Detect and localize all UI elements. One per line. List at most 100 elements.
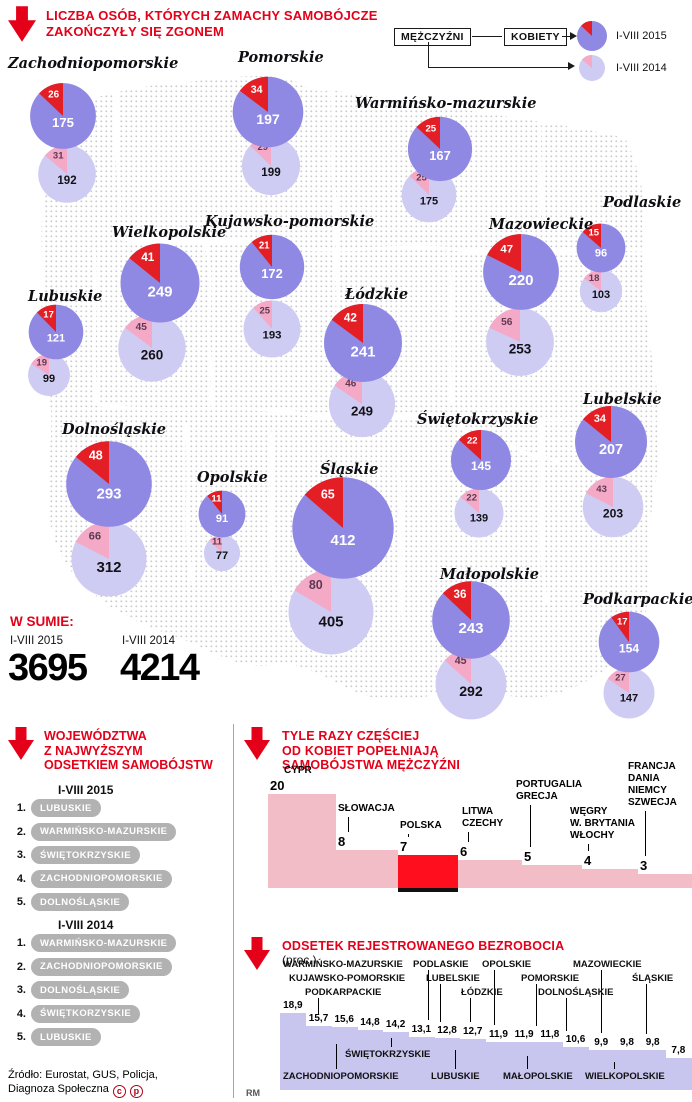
legend-sample-wedge <box>581 21 592 36</box>
ratio-chart-title: TYLE RAZY CZĘŚCIEJ OD KOBIET POPEŁNIAJĄ … <box>282 729 502 773</box>
ratio-title-line3: SAMOBÓJSTWA MĘŻCZYŹNI <box>282 758 461 772</box>
ratio-bar-w-gry <box>582 869 638 888</box>
unemp-bar-lubuskie <box>511 1041 538 1090</box>
pie-2015-kujawsko-pomorskie-women-value: 21 <box>259 241 270 252</box>
connector-line <box>566 998 567 1031</box>
ranking-region-pill: LUBUSKIE <box>31 799 101 817</box>
unemp-value-pomorskie: 11,8 <box>540 1029 560 1041</box>
legend-connector <box>562 36 570 38</box>
ratio-title-line1: TYLE RAZY CZĘŚCIEJ <box>282 729 420 743</box>
ranking-item: 3. DOLNOŚLĄSKIE <box>8 981 232 999</box>
unemp-value-dolno-l-skie: 10,6 <box>565 1034 586 1046</box>
region-label-podkarpackie: Podkarpackie <box>582 591 692 608</box>
source-note: Źródło: Eurostat, GUS, Policja, Diagnoza… <box>8 1068 158 1098</box>
unemp-bar-podlaskie <box>408 1036 435 1090</box>
pie-2014-lubuskie-women-wedge <box>31 354 49 375</box>
pie-2014-zachodniopomorskie: 31 192 <box>38 145 96 203</box>
pie-2015-kujawsko-pomorskie-women-wedge <box>251 234 272 267</box>
connector-line <box>494 970 495 1025</box>
connector-line <box>408 834 409 838</box>
pie-2015-pomorskie-men-value: 197 <box>256 111 280 127</box>
ranking-item: 5. DOLNOŚLĄSKIE <box>8 893 232 911</box>
ranking-rank: 3. <box>16 984 26 996</box>
unemp-value-wielkopolskie: 7,8 <box>671 1045 686 1057</box>
ranking-rank: 3. <box>16 849 26 861</box>
pie-2014-wielkopolskie-women-wedge <box>125 314 152 348</box>
pie-2015--wi-tokrzyskie-women-value: 22 <box>467 436 478 447</box>
phonogram-icon: p <box>129 1085 143 1098</box>
ratio-label-s-owacja: SŁOWACJA <box>338 803 395 814</box>
page-title-line2: ZAKOŃCZYŁY SIĘ ZGONEM <box>46 24 225 39</box>
ranking-region-pill: ŚWIĘTOKRZYSKIE <box>31 846 140 864</box>
rankings-title-line1: WOJEWÓDZTWA <box>44 729 147 743</box>
pie-2015-ma-opolskie-men-value: 243 <box>458 620 483 637</box>
totals-period-2014: I-VIII 2014 <box>122 635 176 647</box>
totals-heading: W SUMIE: <box>10 614 74 629</box>
pie-2014-lubuskie-men-value: 99 <box>43 373 55 385</box>
ranking-period-2015: I-VIII 2015 <box>58 783 114 797</box>
rankings-title-line3: ODSETKIEM SAMOBÓJSTW <box>44 758 213 772</box>
pie-2015-lubuskie: 17 121 <box>28 304 84 360</box>
ratio-label-polska: POLSKA <box>400 820 442 831</box>
unemp-label-opolskie: OPOLSKIE <box>482 959 532 970</box>
pie-2015-mazowieckie-men-value: 220 <box>508 272 533 289</box>
pie-2014-lubelskie-men-value: 203 <box>603 506 623 520</box>
unemp-value--wi-tokrzyskie: 14,2 <box>385 1019 406 1031</box>
ranking-region-pill: WARMIŃSKO-MAZURSKIE <box>31 822 177 841</box>
pie-2015-podlaskie-women-value: 15 <box>589 228 600 239</box>
ranking-item: 5. LUBUSKIE <box>8 1028 232 1046</box>
unemp-value-kujawsko-pomorskie: 15,7 <box>308 1013 329 1025</box>
pie-2014-mazowieckie-women-value: 56 <box>501 317 513 328</box>
ranking-rank: 2. <box>16 825 26 838</box>
unemp-label--l-skie: ŚLĄSKIE <box>632 973 674 984</box>
voivodeship-borders <box>92 88 657 624</box>
totals-period-2015: I-VIII 2015 <box>10 635 64 647</box>
pie-2014-podkarpackie-women-value: 27 <box>615 672 626 683</box>
region-label-kujawsko-pomorskie: Kujawsko-pomorskie <box>204 213 374 230</box>
ranking-rank: 2. <box>16 960 26 973</box>
pie-2014-lubelskie-women-wedge <box>586 476 613 507</box>
pie-2015--dzkie: 42 241 <box>324 304 402 382</box>
legend-connector <box>428 66 568 68</box>
pie-2014-kujawsko-pomorskie-men-value: 193 <box>262 330 281 342</box>
pie-2014-dolno-l-skie: 66 312 <box>71 521 147 597</box>
pie-2015-pomorskie: 34 197 <box>232 76 304 148</box>
pie-2015-ma-opolskie-women-wedge <box>442 581 471 620</box>
pie-2015-lubelskie-men-value: 207 <box>599 442 623 458</box>
ranking-rank: 1. <box>16 937 26 949</box>
ranking-item: 2. WARMIŃSKO-MAZURSKIE <box>8 822 232 841</box>
ranking-period-2014: I-VIII 2014 <box>58 918 114 932</box>
region-label-podlaskie: Podlaskie <box>602 194 681 211</box>
totals-block: W SUMIE: I-VIII 2015 I-VIII 2014 3695 42… <box>8 614 238 706</box>
ranking-item: 1. LUBUSKIE <box>8 799 232 817</box>
ranking-region-pill: WARMIŃSKO-MAZURSKIE <box>31 934 177 952</box>
region-label--l-skie: Śląskie <box>320 460 378 478</box>
connector-line <box>440 984 441 1022</box>
pie-2014-ma-opolskie-women-value: 45 <box>455 655 467 667</box>
region-label--wi-tokrzyskie: Świętokrzyskie <box>417 410 538 428</box>
connector-line <box>348 817 349 833</box>
ranking-region-pill: ZACHODNIOPOMORSKIE <box>31 957 172 976</box>
unemp-label-podkarpackie: PODKARPACKIE <box>305 987 382 998</box>
connector-line <box>614 1062 615 1069</box>
pie-2015-opolskie-women-value: 11 <box>211 494 222 505</box>
ratio-bar-cypr <box>268 794 336 888</box>
ratio-value-w-gry: 4 <box>584 853 592 869</box>
unemployment-chart-subtitle: (proc.) <box>282 953 317 967</box>
credit-initials: RM <box>246 1088 260 1098</box>
unemp-label-kujawsko-pomorskie: KUJAWSKO-POMORSKIE <box>289 973 406 984</box>
pie-2014-opolskie-men-value: 77 <box>216 550 228 562</box>
ratio-bar-litwa <box>458 859 522 888</box>
pie-2015-zachodniopomorskie-women-wedge <box>39 83 63 116</box>
ratio-label-litwa: LITWA CZECHY <box>462 806 504 829</box>
pie-2014-podlaskie-women-wedge <box>583 269 601 291</box>
region-label-opolskie: Opolskie <box>197 469 268 486</box>
connector-line <box>601 970 602 1033</box>
region-label-pomorskie: Pomorskie <box>237 49 324 66</box>
pie-2014-wielkopolskie-women-value: 45 <box>136 322 148 333</box>
pie-2014-warmi-sko-mazurskie-women-value: 25 <box>416 172 427 183</box>
pie-2015-opolskie-women-wedge <box>207 490 222 514</box>
